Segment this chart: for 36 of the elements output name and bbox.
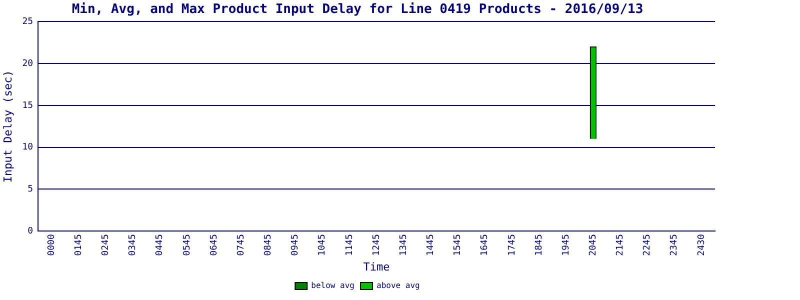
x-tick-label: 2245 [642,234,653,256]
x-tick-label: 2145 [616,234,626,256]
x-tick-label: 0845 [264,234,274,256]
y-axis-title: Input Delay (sec) [1,70,14,183]
x-tick-label: 1845 [534,234,544,256]
x-tick-label: 2430 [696,234,707,256]
x-tick-label: 0745 [236,234,246,256]
y-tick-label: 15 [22,100,34,111]
x-tick-label: 1145 [344,234,355,256]
x-tick-label: 0445 [155,234,166,256]
x-tick-label: 1745 [507,234,518,256]
x-tick-label: 0545 [182,234,192,256]
x-tick-label: 1445 [426,234,436,256]
x-axis-title: Time [363,260,390,274]
legend-label: above avg [376,281,420,290]
x-tick-label: 0945 [290,234,301,256]
y-tick-label: 20 [22,58,34,69]
y-tick-label: 5 [28,184,34,195]
x-tick-label: 0000 [46,234,57,256]
x-tick-label: 1345 [398,234,409,256]
y-tick-label: 0 [28,226,34,236]
x-tick-label: 1645 [480,234,490,256]
y-tick-label: 25 [22,16,34,27]
x-tick-label: 0345 [128,234,138,256]
x-tick-label: 1045 [318,234,328,256]
x-tick-label: 0145 [74,234,84,256]
x-tick-label: 2045 [588,234,598,256]
x-tick-label: 1945 [561,234,572,256]
x-tick-label: 0245 [101,234,112,256]
x-tick-label: 1545 [453,234,464,256]
x-tick-label: 0645 [209,234,220,256]
x-tick-label: 2345 [670,234,680,256]
chart-title: Min, Avg, and Max Product Input Delay for Line 0419 Products - 2016/09/13 [72,2,644,18]
y-tick-label: 10 [22,142,34,153]
legend-label: below avg [311,281,355,290]
x-tick-label: 1245 [372,234,382,256]
